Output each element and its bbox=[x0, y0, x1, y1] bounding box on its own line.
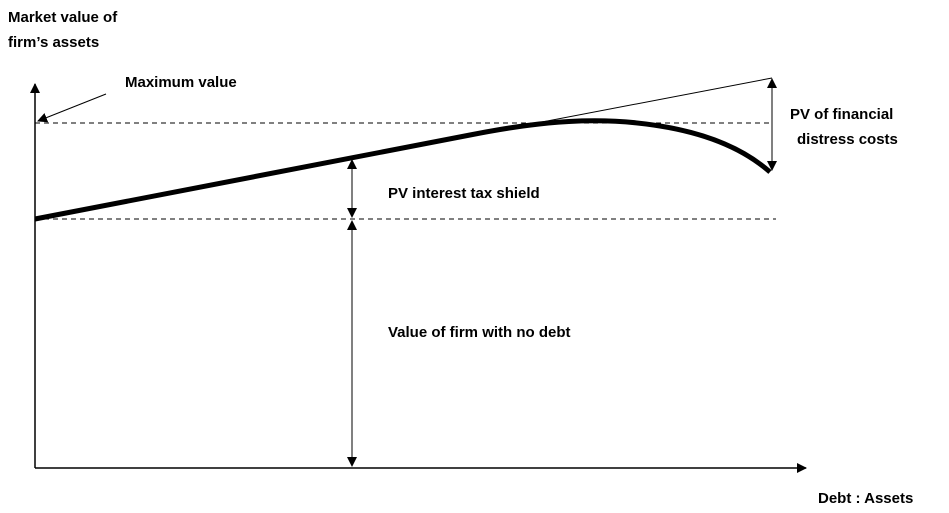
firm-value-curve bbox=[34, 118, 772, 222]
y-axis-label: Market value of bbox=[8, 9, 118, 26]
y-axis-label: firm’s assets bbox=[8, 34, 99, 51]
annotation: Maximum value bbox=[125, 74, 237, 91]
max-value-pointer bbox=[37, 93, 107, 123]
annotation: PV interest tax shield bbox=[388, 185, 540, 202]
annotation: distress costs bbox=[797, 131, 898, 148]
x-axis-label: Debt : Assets bbox=[818, 490, 913, 507]
annotation: PV of financial bbox=[790, 106, 893, 123]
annotation: Value of firm with no debt bbox=[388, 324, 571, 341]
